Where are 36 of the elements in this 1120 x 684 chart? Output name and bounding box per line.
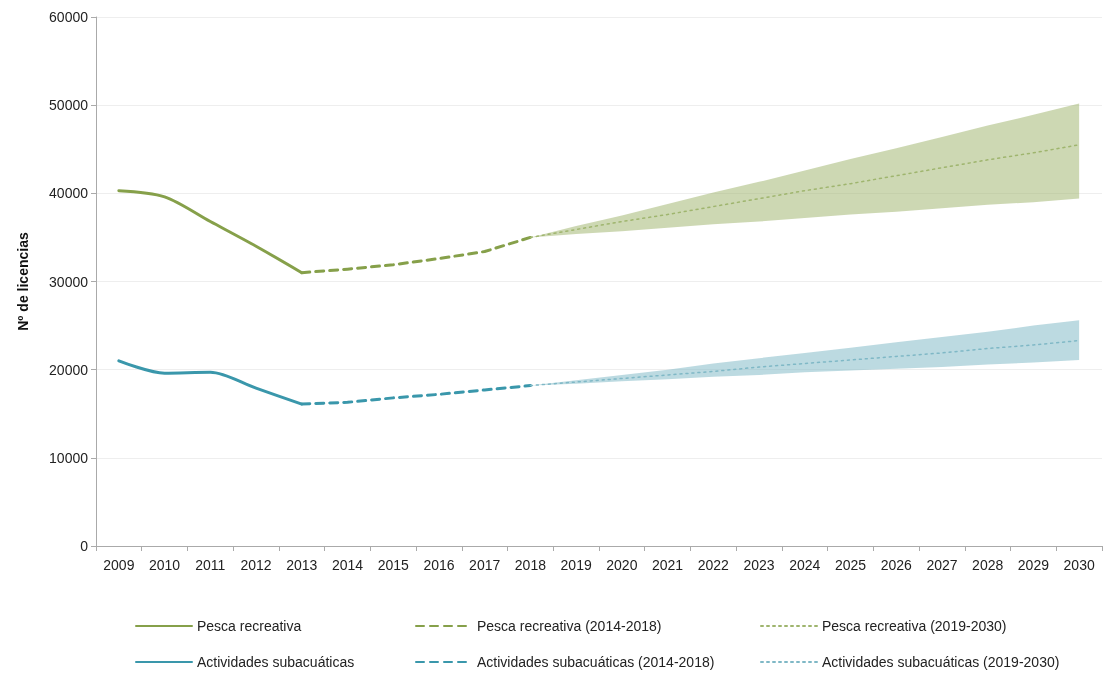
y-tick-label: 40000 (49, 185, 89, 202)
legend-label: Pesca recreativa (2019-2030) (822, 618, 1007, 634)
x-tick-label: 2010 (149, 557, 181, 573)
y-axis-title: Nº de licencias (15, 232, 31, 331)
x-tick-label: 2015 (377, 557, 410, 573)
x-tick-label: 2021 (652, 557, 684, 573)
x-tick-label: 2022 (697, 557, 730, 573)
legend-label: Pesca recreativa (2014-2018) (477, 618, 662, 634)
x-tick-label: 2012 (240, 557, 272, 573)
x-tick-label: 2011 (195, 557, 226, 573)
x-tick-label: 2028 (972, 557, 1004, 573)
y-tick-label: 20000 (49, 361, 89, 378)
y-tick-label: 10000 (49, 449, 89, 466)
legend-label: Pesca recreativa (197, 618, 302, 634)
x-tick-label: 2024 (789, 557, 821, 573)
x-tick-label: 2025 (834, 557, 867, 573)
y-tick-label: 60000 (49, 9, 89, 25)
x-tick-label: 2013 (286, 557, 318, 573)
x-tick-label: 2027 (926, 557, 958, 573)
y-tick-label: 0 (80, 538, 89, 554)
legend-label: Actividades subacuáticas (2014-2018) (477, 654, 715, 670)
x-tick-label: 2009 (103, 557, 135, 573)
x-tick-label: 2029 (1017, 557, 1050, 573)
x-tick-label: 2016 (423, 557, 455, 573)
y-tick-label: 30000 (49, 273, 89, 290)
legend-label: Actividades subacuáticas (2019-2030) (822, 654, 1060, 670)
x-tick-label: 2026 (880, 557, 913, 573)
x-tick-label: 2023 (743, 557, 775, 573)
x-tick-label: 2018 (514, 557, 547, 573)
legend-label: Actividades subacuáticas (197, 654, 355, 670)
x-tick-label: 2020 (606, 557, 638, 573)
x-tick-label: 2019 (560, 557, 592, 573)
x-tick-label: 2017 (469, 557, 501, 573)
x-tick-label: 2030 (1063, 557, 1095, 573)
y-tick-label: 50000 (49, 97, 89, 114)
x-tick-label: 2014 (331, 557, 364, 573)
